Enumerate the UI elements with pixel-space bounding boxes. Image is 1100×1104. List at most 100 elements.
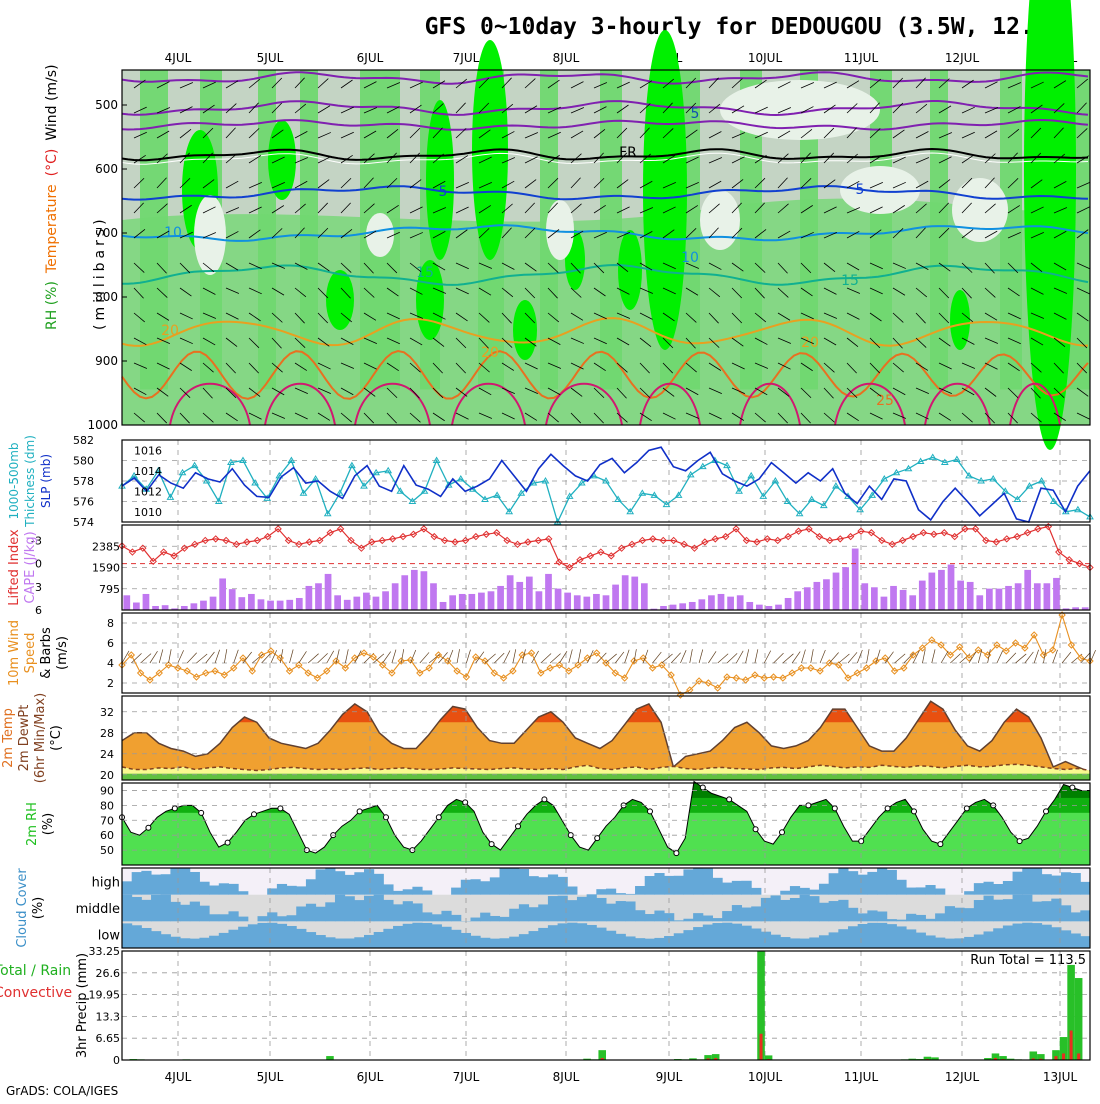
cloud-low-bar [935,938,945,948]
cape-bar [440,602,447,610]
date-label-bottom-6: 10JUL [748,1070,783,1084]
cape-bar [766,606,773,610]
wind-barb-10m [187,653,197,663]
cape-bar [133,603,140,610]
cloud-low-bar [925,935,935,948]
footer-credit: GrADS: COLA/IGES [6,1084,118,1098]
rh2m-high-fill [122,783,1090,813]
cloud-high-bar [296,886,306,894]
upper-air-title-line: RH (%)Temperature(°C)Wind (m/s) [44,64,60,330]
cloud-mid-bar [490,916,500,921]
cloud-low-bar [422,923,432,948]
temp-tick-32: 32 [100,706,114,719]
cloud-high-bar [316,869,326,894]
cloud-low-bar [490,939,500,948]
cape-bar [698,599,705,610]
cloud-high-bar [974,883,984,895]
rh-core-7 [513,300,537,360]
cloud-high-bar [354,872,364,894]
cloud-high-bar [906,888,916,895]
cloud-high-bar [122,881,132,894]
cloud-high-bar [848,871,858,895]
li-line [122,527,1090,568]
date-label-bottom-7: 11JUL [844,1070,879,1084]
date-label-bottom-8: 12JUL [945,1070,980,1084]
wind-barb-10m [857,650,862,663]
cape-bar [871,587,878,610]
wind-barb-10m [997,650,1003,663]
cloud-high-bar [335,871,345,894]
wind-barb-10m [308,654,318,663]
cape-bar [622,575,629,610]
cape-bar [718,594,725,610]
cloud-mid-bar [829,901,839,921]
cloud-high-bar [141,871,151,895]
rh-dry-3 [700,190,740,250]
cloud-low-bar [538,928,548,948]
cloud-mid-bar [1042,901,1052,921]
cloud-mid-bar [180,905,190,922]
cape-bar [756,605,763,610]
rh2m-point [938,842,943,847]
wind-barb-10m [829,652,838,663]
cloud-low-bar [529,931,539,948]
cape-bar [679,603,686,610]
wind-barb-10m [932,649,935,663]
cloud-high-bar [858,875,868,895]
cloud-high-bar [616,893,626,895]
cloud-low-bar [345,939,355,948]
cloud-low-bar [771,935,781,948]
cloud-low-bar [809,937,819,948]
cloud-high-bar [161,874,171,894]
wind-barb-10m [466,650,470,663]
cloud-high-bar [984,882,994,895]
cloud-low-bar [742,926,752,948]
wind-barb-10m [206,652,215,663]
contour-label-4: 10 [164,225,182,241]
cloud-mid-bar [529,907,539,921]
thickness-labels-1: Thickness (dm) [23,435,37,528]
cloud-low-bar [500,938,510,948]
wind-barb-10m [504,651,510,663]
cloud-high-bar [451,888,461,895]
cloud-high-bar [1022,868,1032,895]
wind-barb-10m [159,649,163,663]
rh2m-point [489,842,494,847]
cape-bar [976,595,983,610]
cloud-high-bar [383,884,393,894]
cloud-low-bar [1061,930,1071,948]
rh-dry-1 [366,213,394,257]
cloud-low-bar [1080,936,1090,948]
cloud-low-bar [558,923,568,948]
cape-labels-1: CAPE (J/kg) [23,531,38,603]
cape-bar [545,574,552,610]
cloud-mid-bar [161,895,171,922]
cape-bar [123,595,130,610]
cape-bar [813,582,820,610]
wind-barb-10m [718,654,728,663]
cloud-low-bar [819,935,829,948]
cloud-high-bar [925,885,935,895]
wind-barb-10m [383,652,391,663]
cloud-low-bar [838,929,848,948]
cloud-high-bar [780,891,790,895]
cloud-low-bar [945,939,955,948]
date-label-bottom-9: 13JUL [1043,1070,1078,1084]
thickness-labels-text-2: SLP (mb) [39,454,53,508]
cape-bar [1053,578,1060,610]
cloud-mid-bar [1071,912,1081,921]
cloud-high-bar [170,868,180,894]
contour-label-5: 10 [681,250,699,266]
cloud-low-bar [654,938,664,948]
cloud-mid-bar [645,914,655,921]
wind-barb-10m [178,650,184,663]
rh2m-point [832,806,837,811]
precip-tick-19.95: 19.95 [89,989,121,1002]
cape-bar [258,599,265,610]
wind-barb-10m [1062,652,1071,663]
date-label-bottom-3: 7JUL [453,1070,480,1084]
temp-labels-text-0: 2m Temp [1,708,16,768]
contour-label-10: 20 [801,335,819,351]
cloud-mid-bar [742,908,752,922]
